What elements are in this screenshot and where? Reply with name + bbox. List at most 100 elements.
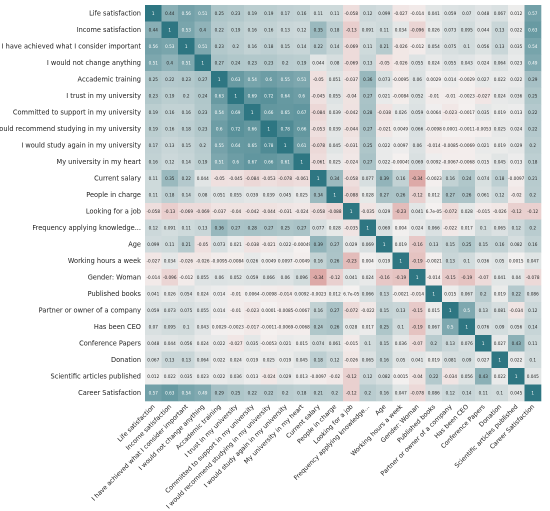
- heatmap-cell: [392, 87, 410, 105]
- heatmap-cell: [145, 71, 162, 88]
- heatmap-cell: [310, 335, 327, 352]
- heatmap-cell-value: -0.038: [246, 242, 260, 247]
- heatmap-cell: [161, 87, 179, 105]
- heatmap-cell-value: 0.16: [380, 390, 390, 395]
- row-label: I have achieved what I consider importan…: [2, 43, 142, 51]
- heatmap-cell: [326, 137, 344, 154]
- heatmap-cell: [145, 318, 162, 336]
- heatmap-cell-value: -0.12: [346, 390, 357, 395]
- heatmap-cell: [161, 269, 179, 286]
- heatmap-cell-value: 1: [432, 291, 435, 296]
- heatmap-cell-value: 0.1: [463, 44, 470, 49]
- heatmap-cell-value: 0.34: [330, 176, 340, 181]
- heatmap-cell-value: -0.023: [444, 110, 458, 115]
- heatmap-cell-value: 0.099: [147, 242, 159, 247]
- heatmap-cell-value: 0.044: [312, 60, 324, 65]
- heatmap-cell-value: 0.23: [149, 93, 159, 98]
- heatmap-cell-value: 0.055: [329, 93, 341, 98]
- heatmap-cell: [425, 302, 443, 319]
- heatmap-cell-value: 0.017: [362, 324, 374, 329]
- heatmap-cell: [359, 87, 377, 105]
- heatmap-cell-value: 0.5: [463, 308, 470, 313]
- heatmap-cell-value: 0.21: [528, 176, 538, 181]
- heatmap-cell: [277, 335, 294, 352]
- heatmap-cell-value: 1: [152, 11, 155, 16]
- heatmap-cell-value: 0.025: [494, 126, 506, 131]
- heatmap-cell: [359, 186, 377, 204]
- heatmap-cell: [524, 368, 542, 385]
- heatmap-cell: [458, 54, 476, 72]
- heatmap-cell-value: 0.019: [494, 143, 506, 148]
- heatmap-cell: [326, 153, 344, 171]
- heatmap-cell-value: 0.63: [231, 77, 241, 82]
- heatmap-cell-value: 0.6: [265, 77, 272, 82]
- heatmap-cell: [442, 120, 459, 138]
- heatmap-cell: [227, 71, 245, 88]
- heatmap-cell-value: 0.29: [528, 77, 538, 82]
- heatmap-cell: [376, 71, 393, 88]
- heatmap-cell-value: 0.65: [281, 110, 291, 115]
- heatmap-cell: [310, 252, 327, 270]
- row-label: I would recommend studying in my univers…: [0, 125, 141, 133]
- heatmap-cell: [244, 87, 261, 105]
- heatmap-cell: [425, 137, 443, 154]
- heatmap-cell: [260, 153, 278, 171]
- heatmap-cell: [227, 186, 245, 204]
- heatmap-cell: [211, 302, 228, 319]
- heatmap-cell-value: 0.073: [444, 27, 456, 32]
- heatmap-cell: [524, 219, 542, 237]
- heatmap-cell: [442, 38, 459, 55]
- heatmap-cell: [359, 384, 377, 402]
- heatmap-cell: [194, 38, 212, 55]
- heatmap-cell: [524, 71, 542, 88]
- heatmap-cell: [260, 285, 278, 303]
- heatmap-cell: [508, 219, 525, 237]
- heatmap-cell: [194, 384, 212, 402]
- heatmap-cell-value: 0.25: [281, 225, 291, 230]
- heatmap-cell-value: 0.2: [364, 390, 371, 395]
- heatmap-cell-value: 1: [399, 258, 402, 263]
- heatmap-cell: [145, 285, 162, 303]
- heatmap-cell-value: 0.0092: [426, 159, 441, 164]
- heatmap-cell: [293, 104, 311, 121]
- heatmap-cell-value: 0.15: [479, 242, 489, 247]
- heatmap-cell-value: -0.16: [379, 275, 390, 280]
- heatmap-cell: [145, 219, 162, 237]
- heatmap-cell: [376, 285, 393, 303]
- heatmap-cell: [491, 269, 509, 286]
- heatmap-cell-value: 0.019: [378, 258, 390, 263]
- heatmap-cell-value: -0.042: [246, 209, 260, 214]
- heatmap-cell-value: 1: [300, 159, 303, 164]
- heatmap-cell-value: 0.012: [510, 11, 522, 16]
- heatmap-cell: [425, 170, 443, 187]
- heatmap-cell-value: -0.027: [147, 258, 161, 263]
- heatmap-cell: [211, 170, 228, 187]
- heatmap-cell: [508, 71, 525, 88]
- heatmap-cell-value: -0.044: [345, 126, 359, 131]
- heatmap-cell-value: 0.25: [380, 324, 390, 329]
- heatmap-cell-value: 0.17: [149, 143, 159, 148]
- heatmap-cell: [293, 351, 311, 369]
- heatmap-cell-value: 0.11: [528, 341, 538, 346]
- heatmap-cell-value: 0.16: [396, 176, 406, 181]
- heatmap-cell-value: 0.12: [330, 357, 340, 362]
- heatmap-cell: [425, 318, 443, 336]
- heatmap-cell: [244, 269, 261, 286]
- heatmap-cell-value: 0.034: [164, 258, 176, 263]
- heatmap-cell: [244, 351, 261, 369]
- heatmap-cell-value: -0.0097: [508, 176, 524, 181]
- heatmap-cell: [145, 203, 162, 220]
- heatmap-cell: [508, 87, 525, 105]
- heatmap-cell: [376, 5, 393, 22]
- heatmap-cell-value: -0.05: [214, 176, 225, 181]
- heatmap-cell: [194, 285, 212, 303]
- heatmap-cell-value: 0.024: [197, 291, 209, 296]
- heatmap-cell: [293, 335, 311, 352]
- heatmap-cell: [524, 87, 542, 105]
- heatmap-cell-value: -0.16: [412, 242, 423, 247]
- heatmap-cell-value: 0.059: [147, 308, 159, 313]
- heatmap-cell: [425, 120, 443, 138]
- heatmap-cell-value: 0.014: [213, 308, 225, 313]
- heatmap-cell-value: 0.2: [430, 341, 437, 346]
